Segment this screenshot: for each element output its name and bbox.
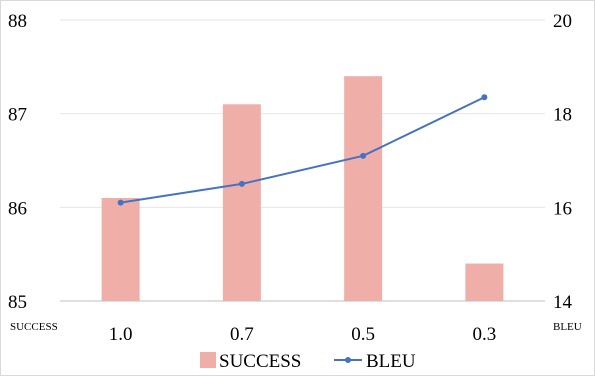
point-bleu — [481, 94, 488, 101]
left-tick-label: 86 — [8, 198, 27, 219]
legend-label-success: SUCCESS — [219, 351, 301, 372]
bar-success — [101, 197, 140, 301]
left-tick-label: 85 — [8, 292, 27, 313]
right-tick-label: 14 — [553, 292, 573, 313]
left-tick-label: 87 — [8, 105, 27, 126]
x-tick-label: 1.0 — [109, 324, 133, 345]
right-tick-label: 16 — [553, 198, 572, 219]
left-axis-label: SUCCESS — [10, 321, 58, 333]
left-axis-ticks: 85 86 87 88 — [8, 11, 27, 313]
x-axis-ticks: 1.0 0.7 0.5 0.3 — [109, 324, 497, 345]
bar-success — [344, 76, 383, 301]
gridlines — [60, 19, 545, 302]
legend: SUCCESS BLEU — [200, 351, 416, 372]
bar-success — [465, 263, 504, 301]
right-tick-label: 18 — [553, 105, 572, 126]
point-bleu — [238, 180, 245, 187]
right-axis-ticks: 14 16 18 20 — [553, 11, 573, 313]
point-bleu — [360, 152, 367, 159]
line-bleu — [120, 96, 485, 204]
right-tick-label: 20 — [553, 11, 572, 32]
point-bleu — [117, 199, 124, 206]
legend-label-bleu: BLEU — [366, 351, 416, 372]
line-series-bleu — [117, 94, 488, 206]
x-tick-label: 0.3 — [473, 324, 497, 345]
legend-swatch-bleu-marker — [345, 357, 351, 363]
bar-series-success — [101, 76, 504, 301]
x-tick-label: 0.5 — [351, 324, 375, 345]
right-axis-label: BLEU — [553, 321, 582, 333]
x-tick-label: 0.7 — [230, 324, 254, 345]
bar-success — [222, 104, 261, 301]
left-tick-label: 88 — [8, 11, 27, 32]
legend-swatch-success — [200, 352, 216, 368]
